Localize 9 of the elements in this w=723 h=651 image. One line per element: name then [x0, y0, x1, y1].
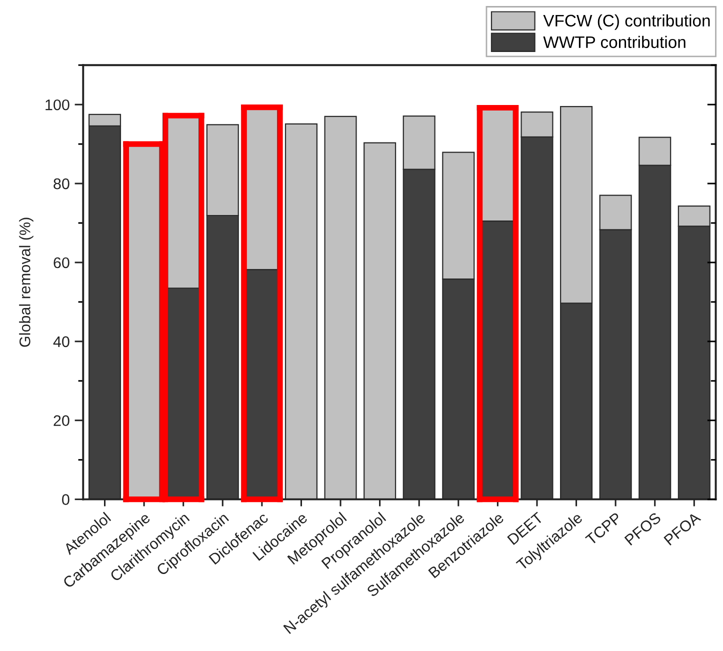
legend-label: VFCW (C) contribution [543, 14, 710, 30]
y-tick-label: 100 [46, 99, 70, 110]
y-tick-label: 80 [54, 178, 70, 190]
legend-label: WWTP contribution [543, 36, 686, 48]
y-tick-label: 40 [53, 336, 70, 348]
y-tick-label: 0 [62, 494, 70, 506]
y-tick-label: 60 [54, 257, 70, 268]
y-axis-title: Global removal (%) [19, 218, 34, 347]
y-tick-label: 20 [54, 415, 70, 426]
